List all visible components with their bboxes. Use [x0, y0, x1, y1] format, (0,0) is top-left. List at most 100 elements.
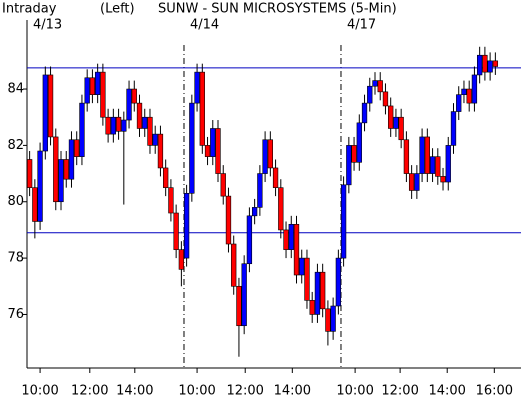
- candle-body: [293, 223, 300, 276]
- y-tick-label: 78: [7, 251, 24, 266]
- candle-body: [325, 308, 331, 332]
- y-tick-label: 84: [7, 82, 24, 97]
- x-tick-label: 14:00: [116, 384, 153, 399]
- x-tick-label: 12:00: [71, 384, 108, 399]
- candle-body: [450, 111, 457, 146]
- chart-subtitle: Intraday: [2, 2, 57, 17]
- candle-body: [215, 128, 221, 174]
- candle-body: [225, 195, 232, 245]
- candle-body: [361, 102, 368, 124]
- candle-body: [53, 136, 59, 203]
- candle-body: [183, 192, 190, 259]
- candle-body: [314, 271, 321, 315]
- candle-body: [189, 102, 195, 194]
- candle-body: [115, 116, 122, 132]
- candle-body: [419, 136, 425, 174]
- y-tick-label: 80: [7, 194, 24, 209]
- candle-body: [163, 167, 169, 188]
- candle-body: [105, 116, 111, 135]
- candle-body: [435, 156, 441, 177]
- candle-body: [37, 150, 43, 222]
- chart-title: SUNW - SUN MICROSYSTEMS (5-Min): [158, 2, 397, 17]
- candle-body: [471, 74, 478, 104]
- candle-body: [89, 77, 96, 95]
- candle-body: [47, 74, 54, 138]
- candle-body: [267, 139, 273, 169]
- candle-body: [220, 173, 226, 197]
- candle-body: [131, 88, 137, 104]
- candle-body: [424, 136, 430, 174]
- candle-body: [335, 257, 342, 307]
- candle-body: [309, 300, 315, 315]
- candle-body: [26, 159, 33, 188]
- candle-body: [367, 85, 373, 104]
- candle-body: [251, 207, 258, 217]
- candle-body: [168, 187, 174, 214]
- candle-body: [210, 128, 216, 157]
- candle-body: [246, 215, 253, 265]
- candle-body: [194, 71, 200, 104]
- candle-body: [445, 145, 451, 183]
- candle-body: [173, 212, 179, 250]
- candle-body: [241, 263, 247, 327]
- candle-body: [372, 80, 378, 87]
- candle-body: [377, 80, 383, 93]
- candle-body: [492, 60, 499, 67]
- candle-body: [58, 159, 64, 203]
- candle-body: [100, 71, 106, 118]
- candle-body: [320, 271, 326, 310]
- candle-body: [461, 88, 467, 95]
- candle-body: [121, 119, 127, 132]
- candle-body: [466, 88, 472, 104]
- candle-body: [351, 145, 357, 163]
- candle-body: [414, 173, 420, 191]
- candle-body: [272, 167, 279, 188]
- candle-body: [147, 116, 153, 146]
- candle-body: [42, 74, 48, 152]
- candle-body: [94, 71, 101, 95]
- candle-body: [403, 139, 410, 174]
- candle-body: [32, 187, 38, 222]
- candle-body: [398, 116, 404, 141]
- candle-body: [278, 187, 284, 231]
- x-tick-label: 14:00: [274, 384, 311, 399]
- candle-body: [477, 54, 483, 76]
- candle-body: [382, 91, 389, 107]
- day-label: 4/14: [190, 18, 219, 33]
- candle-body: [304, 257, 310, 301]
- candle-body: [429, 156, 436, 174]
- candle-body: [440, 176, 446, 183]
- x-tick-label: 12:00: [381, 384, 418, 399]
- axis-note: (Left): [100, 2, 135, 17]
- candle-body: [393, 116, 399, 129]
- y-tick-label: 82: [7, 138, 24, 153]
- candle-body: [288, 223, 294, 250]
- candle-body: [283, 229, 289, 250]
- candle-body: [257, 173, 263, 208]
- candle-body: [456, 94, 462, 112]
- day-label: 4/13: [33, 18, 62, 33]
- candle-body: [299, 257, 305, 276]
- candle-body: [79, 102, 85, 157]
- candle-body: [231, 243, 237, 287]
- candle-body: [340, 184, 347, 259]
- candle-body: [136, 102, 143, 129]
- candle-body: [356, 122, 362, 163]
- candle-body: [110, 116, 117, 135]
- x-tick-label: 12:00: [226, 384, 263, 399]
- candle-body: [346, 145, 352, 186]
- candle-body: [126, 88, 132, 121]
- y-tick-label: 76: [7, 307, 24, 322]
- candle-body: [157, 133, 164, 169]
- candle-body: [262, 139, 268, 174]
- day-label: 4/17: [347, 18, 376, 33]
- candle-body: [68, 139, 75, 180]
- candle-body: [204, 145, 211, 157]
- candle-body: [152, 133, 158, 146]
- candle-body: [199, 71, 205, 146]
- x-tick-label: 10:00: [178, 384, 215, 399]
- x-tick-label: 14:00: [428, 384, 465, 399]
- x-tick-label: 10:00: [336, 384, 373, 399]
- candle-body: [74, 139, 80, 157]
